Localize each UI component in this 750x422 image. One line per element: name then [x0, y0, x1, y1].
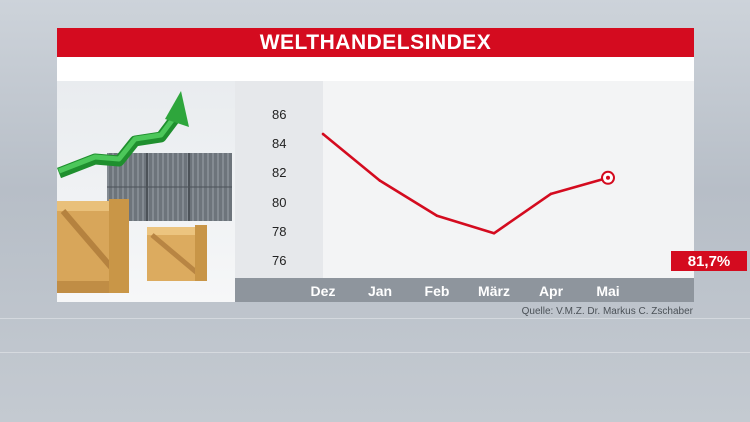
data-point — [492, 231, 496, 235]
small-crate — [147, 225, 207, 281]
x-tick-label: Jan — [367, 283, 393, 299]
y-tick-label: 76 — [272, 253, 287, 268]
y-tick-label: 78 — [272, 223, 287, 239]
data-point — [378, 179, 382, 182]
background-line — [0, 352, 750, 353]
chart-title: WELTHANDELSINDEX — [57, 28, 694, 57]
x-tick-label: März — [478, 283, 510, 299]
series-line — [322, 132, 609, 235]
end-value-label: 81,7% — [671, 251, 747, 271]
end-point-dot — [606, 175, 610, 180]
x-tick-label: Feb — [424, 283, 450, 299]
y-tick-label: 82 — [272, 165, 287, 181]
x-tick-label: Mai — [596, 283, 620, 299]
data-point — [321, 132, 325, 136]
data-point — [435, 214, 439, 218]
y-axis-band — [235, 81, 323, 278]
chart-panel: 86 84 82 80 78 76 Dez Jan Feb März Apr Mai 81,7% — [57, 81, 747, 302]
trade-illustration — [57, 81, 235, 302]
y-tick-label: 80 — [272, 194, 287, 210]
large-crate — [57, 199, 129, 293]
background-line — [0, 318, 750, 319]
arrow-head — [165, 91, 189, 127]
x-tick-label: Dez — [310, 283, 336, 299]
y-tick-label: 86 — [272, 107, 287, 122]
subtitle-bar — [57, 57, 694, 81]
x-tick-label: Apr — [538, 283, 564, 299]
crates-arrow-illustration — [57, 91, 232, 293]
y-tick-label: 84 — [272, 136, 287, 152]
line-chart — [321, 132, 615, 235]
x-axis-bar — [235, 278, 694, 302]
data-point — [549, 192, 553, 196]
source-note: Quelle: V.M.Z. Dr. Markus C. Zschaber — [521, 306, 693, 317]
